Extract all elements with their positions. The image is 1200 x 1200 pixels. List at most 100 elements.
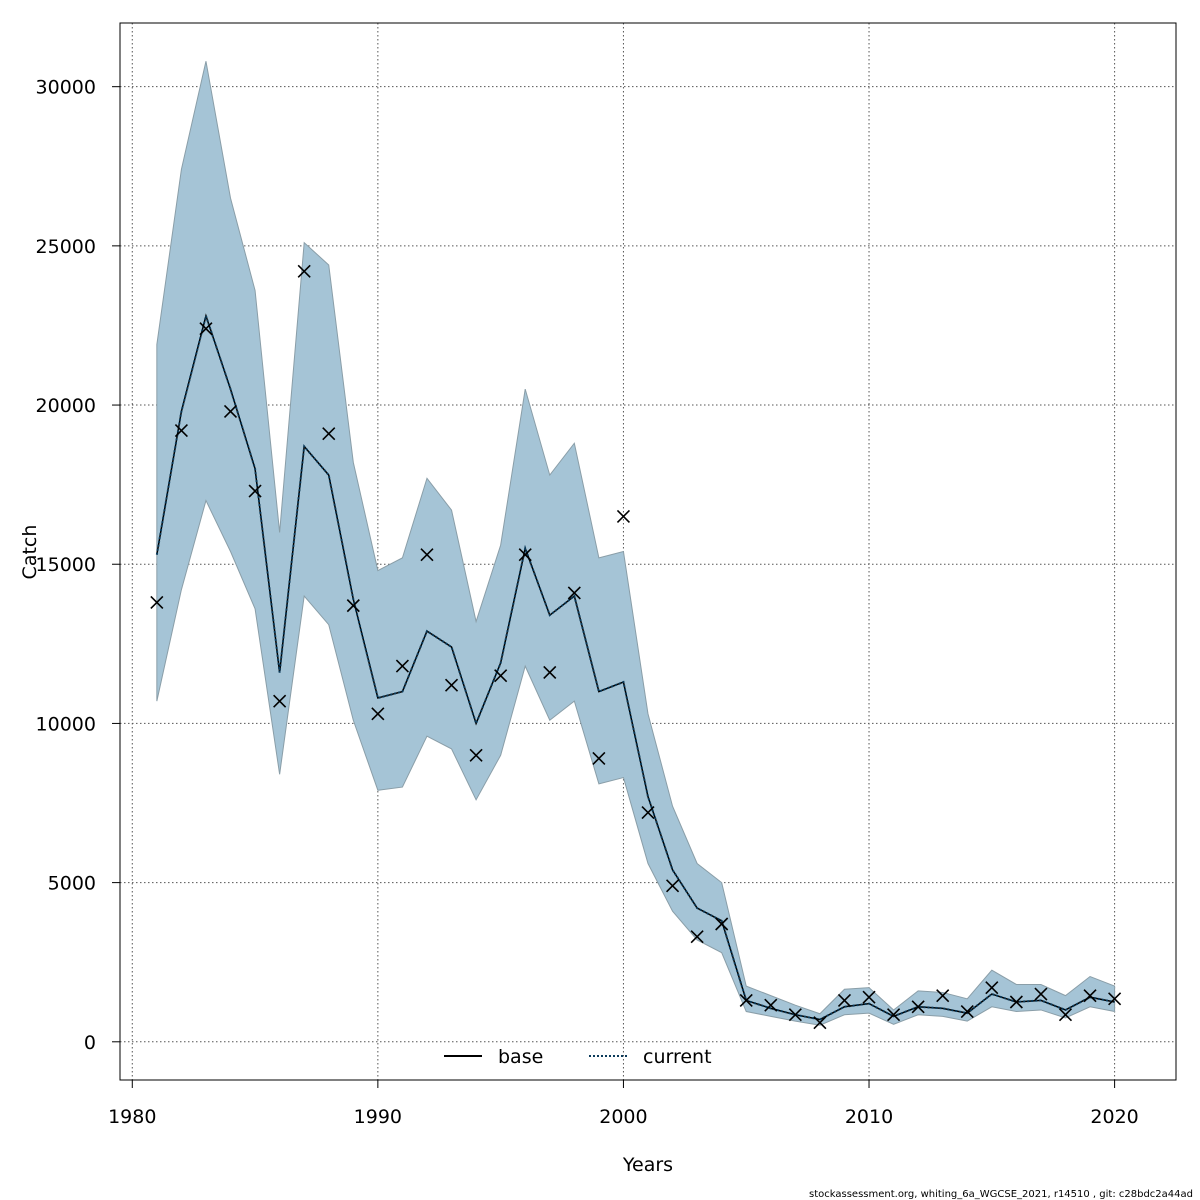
observed-point-stroke (567, 586, 581, 600)
observed-points-layer (150, 264, 1122, 1030)
observed-point-stroke (150, 595, 164, 610)
x-tick-label-2010: 2010 (845, 1106, 893, 1128)
observed-point-stroke (1083, 989, 1097, 1003)
observed-point-2014 (960, 1004, 974, 1019)
observed-point-2019 (1083, 989, 1097, 1003)
observed-point-2012 (911, 1000, 925, 1014)
x-axis-title: Years (622, 1154, 673, 1176)
observed-point-stroke (788, 1008, 802, 1022)
y-tick-label-30000: 30000 (36, 77, 96, 99)
x-tick-label-1980: 1980 (108, 1106, 156, 1128)
observed-point-stroke (592, 751, 606, 766)
observed-point-stroke (395, 659, 409, 673)
observed-point-2006 (764, 998, 778, 1012)
observed-point-1984 (223, 404, 238, 418)
observed-point-stroke (494, 669, 508, 683)
observed-point-stroke (739, 993, 753, 1007)
x-tick-label-2020: 2020 (1090, 1106, 1138, 1128)
y-tick-label-10000: 10000 (36, 713, 96, 735)
observed-point-2001 (641, 806, 655, 820)
observed-point-stroke (444, 678, 459, 692)
observed-point-stroke (1108, 992, 1122, 1006)
y-tick-label-20000: 20000 (36, 395, 96, 417)
observed-point-stroke (420, 548, 434, 562)
observed-point-2009 (837, 993, 852, 1007)
observed-point-stroke (936, 989, 950, 1003)
observed-point-1981 (150, 595, 164, 610)
observed-point-stroke (223, 404, 238, 418)
observed-point-1997 (543, 665, 557, 680)
observed-point-1982 (174, 423, 188, 438)
y-tick-label-15000: 15000 (36, 554, 96, 576)
observed-point-2020 (1108, 992, 1122, 1006)
observed-point-stroke (1009, 995, 1023, 1009)
observed-point-1987 (297, 264, 311, 278)
observed-point-2010 (862, 990, 876, 1004)
observed-point-1993 (444, 678, 459, 692)
y-axis: 0 5000 10000 15000 20000 25000 30000 (36, 77, 121, 1054)
observed-point-1985 (248, 484, 262, 498)
footnote: stockassessment.org, whiting_6a_WGCSE_20… (809, 1189, 1193, 1200)
observed-point-2007 (788, 1008, 802, 1022)
observed-point-2002 (665, 879, 680, 893)
observed-point-stroke (346, 599, 360, 613)
observed-point-stroke (960, 1004, 974, 1019)
observed-point-1992 (420, 548, 434, 562)
observed-point-1994 (469, 748, 483, 762)
observed-point-2000 (616, 509, 631, 524)
observed-point-stroke (371, 707, 385, 721)
observed-point-stroke (690, 930, 704, 944)
observed-point-stroke (665, 879, 680, 893)
observed-point-2016 (1009, 995, 1023, 1009)
observed-point-stroke (518, 548, 532, 562)
series-line-base (156, 313, 1115, 1021)
observed-point-2005 (739, 993, 753, 1007)
observed-point-2003 (690, 930, 704, 944)
observed-point-stroke (1058, 1008, 1073, 1022)
legend-label-base: base (498, 1046, 543, 1068)
observed-point-1983 (199, 322, 213, 336)
observed-point-stroke (887, 1008, 901, 1022)
y-tick-label-0: 0 (84, 1032, 96, 1054)
observed-point-2015 (985, 981, 999, 995)
y-tick-label-5000: 5000 (48, 873, 96, 895)
observed-point-stroke (715, 917, 729, 931)
legend-label-current: current (643, 1046, 712, 1068)
y-tick-label-25000: 25000 (36, 236, 96, 258)
observed-point-stroke (911, 1000, 925, 1014)
observed-point-stroke (322, 427, 336, 441)
observed-point-2018 (1058, 1008, 1073, 1022)
observed-point-stroke (985, 981, 999, 995)
confidence-band-layer (156, 61, 1116, 1026)
observed-point-stroke (543, 665, 557, 680)
observed-point-1986 (273, 694, 287, 708)
observed-point-stroke (862, 990, 876, 1004)
legend: base current (444, 1046, 712, 1068)
observed-point-2008 (813, 1016, 827, 1030)
observed-point-2011 (887, 1008, 901, 1022)
observed-point-1996 (518, 548, 532, 562)
y-axis-title: Catch (19, 525, 41, 580)
x-tick-label-2000: 2000 (599, 1106, 647, 1128)
observed-point-stroke (837, 993, 852, 1007)
observed-point-stroke (641, 806, 655, 820)
observed-point-1998 (567, 586, 581, 600)
observed-point-stroke (469, 748, 483, 762)
observed-point-2004 (715, 917, 729, 931)
observed-point-stroke (199, 322, 213, 336)
series-lines-layer (155, 312, 1115, 1021)
observed-point-1988 (322, 427, 336, 441)
observed-point-1995 (494, 669, 508, 683)
observed-point-1990 (371, 707, 385, 721)
observed-point-stroke (616, 509, 631, 524)
observed-point-2017 (1034, 987, 1048, 1001)
observed-point-1991 (395, 659, 409, 673)
observed-point-stroke (764, 998, 778, 1012)
observed-point-stroke (1034, 987, 1048, 1001)
x-axis: 1980 1990 2000 2010 2020 (108, 1079, 1139, 1128)
observed-point-2013 (936, 989, 950, 1003)
observed-point-stroke (813, 1016, 827, 1030)
confidence-band (156, 61, 1116, 1026)
observed-point-stroke (297, 264, 311, 278)
